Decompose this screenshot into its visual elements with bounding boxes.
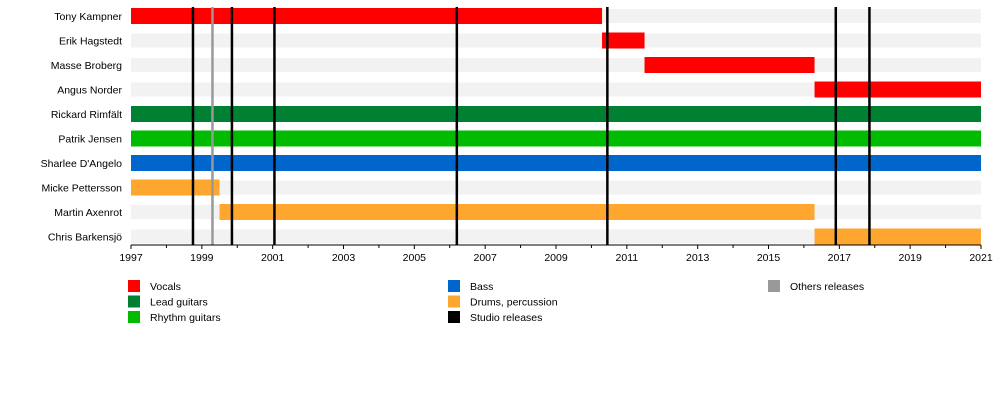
legend-swatch [768, 280, 780, 292]
legend-label: Studio releases [470, 312, 542, 324]
member-label: Sharlee D'Angelo [41, 158, 123, 170]
x-tick-label: 1997 [119, 252, 143, 264]
legend-label: Others releases [790, 281, 864, 293]
legend-swatch [448, 311, 460, 323]
legend-swatch [128, 280, 140, 292]
legend-label: Bass [470, 281, 493, 293]
x-tick-label: 2021 [969, 252, 993, 264]
bar-drums-percussion [131, 179, 220, 196]
bar-vocals [814, 81, 981, 98]
member-label: Erik Hagstedt [59, 36, 122, 48]
legend-label: Drums, percussion [470, 297, 558, 309]
legend-swatch [448, 280, 460, 292]
legend-swatch [448, 295, 460, 308]
x-tick-label: 2019 [898, 252, 922, 264]
row-background [131, 180, 981, 195]
bar-drums-percussion [814, 228, 981, 245]
member-label: Martin Axenrot [54, 207, 122, 219]
member-label: Masse Broberg [51, 60, 122, 72]
bar-vocals [644, 57, 815, 73]
x-tick-label: 2015 [757, 252, 781, 264]
row-background [131, 82, 981, 97]
x-tick-label: 2011 [616, 252, 639, 264]
member-label: Patrik Jensen [58, 134, 122, 146]
x-tick-label: 2001 [261, 252, 285, 264]
row-background [131, 33, 981, 48]
x-tick-label: 2007 [473, 252, 497, 264]
legend-swatch [128, 295, 140, 308]
bar-vocals [131, 8, 603, 24]
member-label: Micke Pettersson [41, 183, 122, 195]
member-label: Angus Norder [57, 85, 122, 97]
x-tick-label: 2003 [332, 252, 356, 264]
row-background [131, 229, 981, 244]
x-tick-label: 1999 [190, 252, 214, 264]
legend-label: Rhythm guitars [150, 312, 221, 324]
legend-swatch [128, 311, 140, 323]
legend-label: Vocals [150, 281, 181, 293]
member-label: Rickard Rimfält [51, 109, 122, 121]
bar-lead-guitars [131, 106, 981, 122]
x-tick-label: 2009 [544, 252, 568, 264]
row-background [131, 58, 981, 72]
legend-label: Lead guitars [150, 297, 208, 309]
x-tick-label: 2013 [686, 252, 710, 264]
bar-vocals [602, 32, 645, 49]
x-tick-label: 2005 [403, 252, 427, 264]
bar-rhythm-guitars [131, 130, 981, 147]
bar-drums-percussion [219, 204, 815, 220]
x-tick-label: 2017 [828, 252, 852, 264]
bar-bass [131, 155, 981, 171]
member-label: Tony Kampner [54, 11, 122, 23]
member-label: Chris Barkensjö [48, 232, 122, 244]
